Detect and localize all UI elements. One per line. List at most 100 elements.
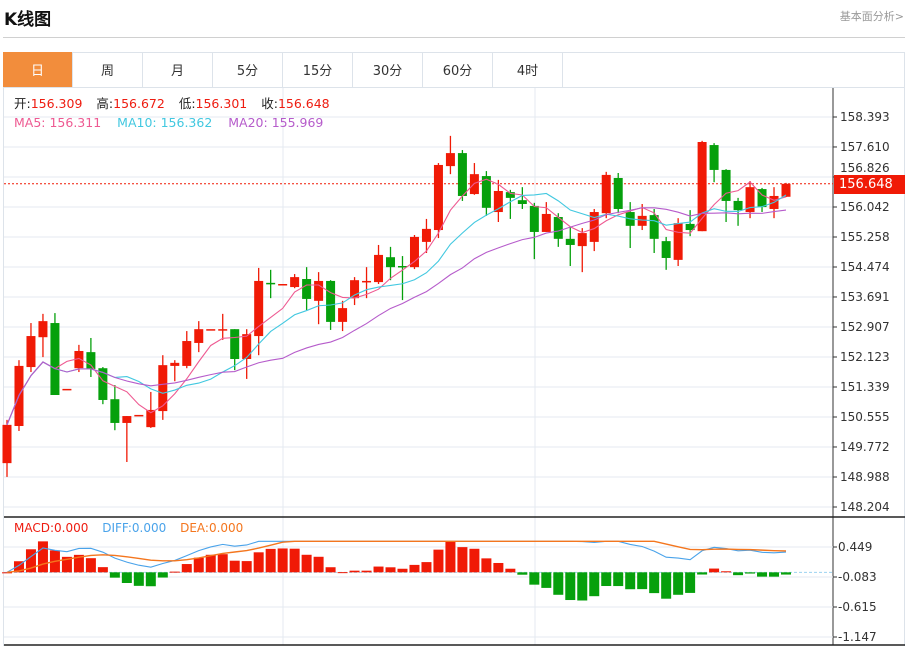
macd-bar <box>433 549 444 573</box>
page-title: K线图 <box>4 10 52 30</box>
candle-up <box>182 341 192 366</box>
macd-bar <box>517 572 528 575</box>
price-tick-label: 152.907 <box>840 320 890 334</box>
candle-down <box>733 200 743 211</box>
price-tick-label: 153.691 <box>840 290 890 304</box>
candle-up <box>350 280 360 299</box>
macd-bar <box>25 549 36 573</box>
macd-bar <box>133 572 144 586</box>
macd-bar <box>505 568 516 573</box>
candle-up <box>409 236 419 268</box>
price-tick-label: 154.474 <box>840 260 890 274</box>
candle-up <box>541 213 551 232</box>
macd-bar <box>637 572 648 590</box>
macd-readout: MACD:0.000 DIFF:0.000 DEA:0.000 <box>14 521 243 536</box>
tab-week[interactable]: 周 <box>73 52 143 87</box>
dea-value: DEA:0.000 <box>180 521 244 535</box>
macd-bar <box>541 572 552 588</box>
low-value: 156.301 <box>195 96 248 111</box>
ma20-line <box>6 207 787 426</box>
macd-bar <box>337 572 348 574</box>
macd-bar <box>553 572 564 595</box>
candle-up <box>218 329 228 331</box>
period-tabs: 日 周 月 5分 15分 30分 60分 4时 <box>3 52 905 88</box>
macd-tick-label: 0.449 <box>838 540 872 554</box>
candle-down <box>649 215 659 239</box>
tab-4hour[interactable]: 4时 <box>493 52 563 87</box>
current-price-label: 156.648 <box>834 175 905 194</box>
macd-bar <box>217 554 228 573</box>
tab-month[interactable]: 月 <box>143 52 213 87</box>
fundamental-analysis-link[interactable]: 基本面分析> <box>839 10 904 23</box>
macd-bar <box>589 572 600 597</box>
candle-up <box>445 153 455 167</box>
tab-15min[interactable]: 15分 <box>283 52 353 87</box>
candle-down <box>709 145 719 170</box>
macd-bar <box>457 547 468 573</box>
candle-down <box>457 153 467 196</box>
candle-down <box>565 238 575 245</box>
price-tick-label: 157.610 <box>840 140 890 154</box>
macd-bar <box>193 557 204 573</box>
candle-down <box>302 279 312 299</box>
macd-bar <box>709 568 720 573</box>
macd-bar <box>745 572 756 574</box>
macd-bar <box>205 554 216 573</box>
macd-bar <box>361 570 372 573</box>
macd-bar <box>109 572 120 578</box>
macd-bar <box>145 572 156 587</box>
dea-line <box>6 540 787 574</box>
macd-bar <box>2 572 12 574</box>
open-value: 156.309 <box>30 96 83 111</box>
price-tick-label: 148.988 <box>840 470 890 484</box>
macd-bar <box>781 572 791 575</box>
candle-down <box>86 352 96 369</box>
candle-up <box>493 190 503 213</box>
candle-up <box>194 329 204 343</box>
candle-down <box>397 266 407 268</box>
macd-bar <box>241 561 252 573</box>
candle-up <box>338 308 348 322</box>
macd-bar <box>697 572 708 575</box>
diff-value: DIFF:0.000 <box>102 521 167 535</box>
macd-bar <box>169 571 180 573</box>
macd-bar <box>445 541 456 573</box>
candle-down <box>98 368 108 400</box>
tab-60min[interactable]: 60分 <box>423 52 493 87</box>
macd-tick-label: -0.615 <box>838 600 877 614</box>
candle-up <box>2 424 12 464</box>
macd-bar <box>493 562 504 573</box>
candle-up <box>134 414 144 417</box>
candle-up <box>242 334 252 360</box>
candle-down <box>685 223 695 231</box>
tab-day[interactable]: 日 <box>3 52 73 87</box>
price-tick-label: 151.339 <box>840 380 890 394</box>
candle-down <box>386 257 396 268</box>
candle-up <box>206 329 216 331</box>
macd-bar <box>529 572 540 585</box>
close-value: 156.648 <box>277 96 330 111</box>
macd-bar <box>625 572 636 590</box>
macd-bar <box>481 558 492 573</box>
candle-up <box>362 280 372 283</box>
tab-30min[interactable]: 30分 <box>353 52 423 87</box>
candle-down <box>266 282 276 285</box>
macd-bar <box>577 572 588 601</box>
macd-bar <box>313 556 324 573</box>
candle-up <box>637 215 647 226</box>
candle-up <box>589 212 599 242</box>
macd-bar <box>601 572 612 587</box>
candle-up <box>374 254 384 283</box>
candle-up <box>745 187 755 213</box>
candle-up <box>278 284 288 286</box>
candle-up <box>26 336 36 368</box>
candle-up <box>697 141 707 232</box>
tab-5min[interactable]: 5分 <box>213 52 283 87</box>
macd-bar <box>733 572 744 576</box>
macd-tick-label: -0.083 <box>838 570 877 584</box>
macd-tick-label: -1.147 <box>838 630 877 644</box>
candle-down <box>505 192 515 198</box>
price-tick-label: 152.123 <box>840 350 890 364</box>
price-tick-label: 148.204 <box>840 500 890 514</box>
ma10-value: MA10: 156.362 <box>117 115 213 130</box>
